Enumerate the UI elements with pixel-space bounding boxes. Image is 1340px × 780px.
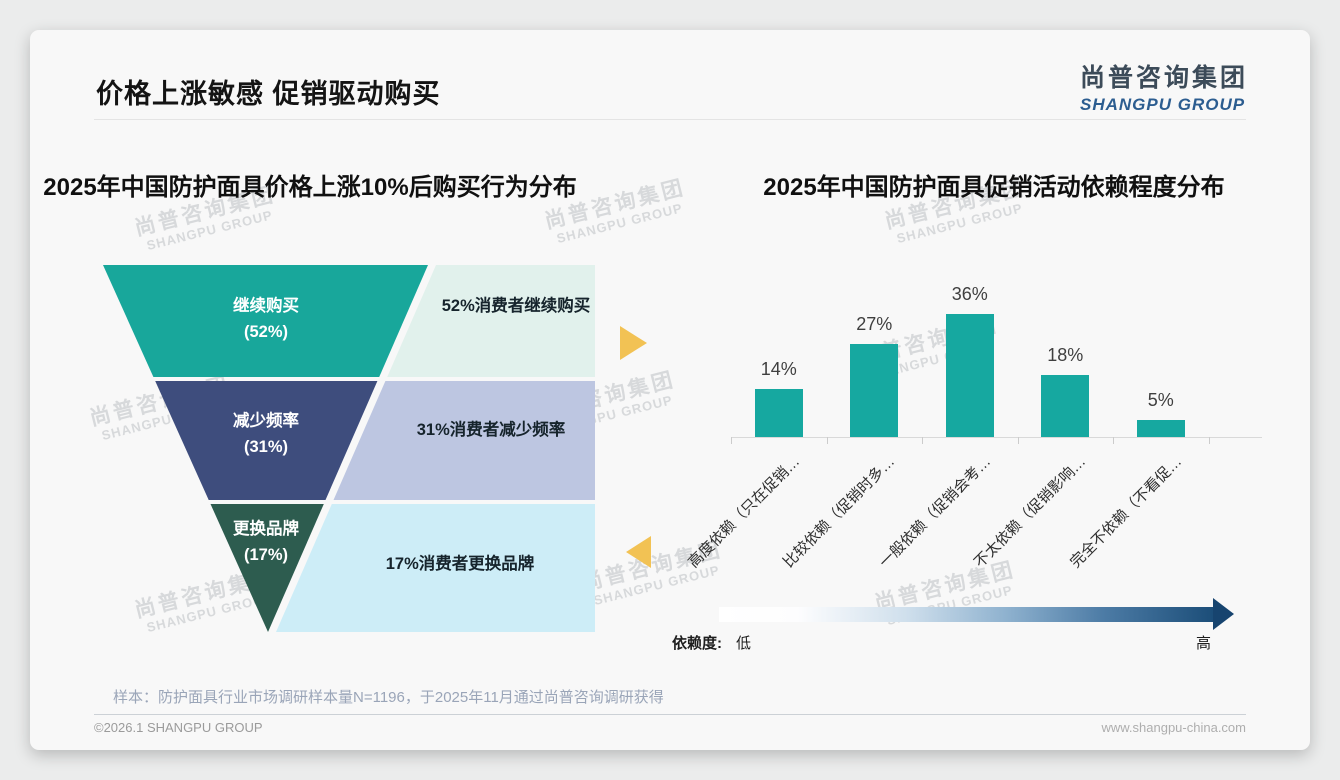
bar-value-label: 14% xyxy=(760,359,797,379)
slide: 尚普咨询集团 SHANGPU GROUP 尚普咨询集团 SHANGPU GROUP … xyxy=(30,30,1310,750)
funnel-stage-2-label: 减少频率 (31%) xyxy=(233,412,299,456)
dependency-legend-label: 依赖度: xyxy=(672,635,722,652)
company-logo: 尚普咨询集团 SHANGPU GROUP xyxy=(1080,58,1248,115)
bar xyxy=(850,344,899,437)
funnel-stage-3-label: 更换品牌 (17%) xyxy=(233,520,299,564)
footer-website: www.shangpu-china.com xyxy=(1101,720,1246,735)
bar-value-label: 5% xyxy=(1147,390,1174,410)
funnel-annotation-1-text: 52%消费者继续购买 xyxy=(441,297,591,315)
funnel-chart: 继续购买 (52%) 减少频率 (31%) 更换品牌 (17%) 52%消费者继续购买… xyxy=(100,262,600,634)
bar xyxy=(1136,420,1185,437)
axis-tick xyxy=(1208,437,1210,444)
funnel-annotation-2-text: 31%消费者减少频率 xyxy=(416,421,566,439)
axis-tick xyxy=(731,437,732,444)
funnel-annotation-3-text: 17%消费者更换品牌 xyxy=(385,555,535,573)
x-axis-label: 一般依赖（促销会考… xyxy=(875,453,994,572)
funnel-stage-3-shape xyxy=(210,504,324,632)
bar-chart: 14% 高度依赖（只在促销… 27% 比较依赖（促销时多… 36% 一般依赖（促销会考… 1… xyxy=(30,30,1310,750)
page-title: 价格上涨敏感 促销驱动购买 xyxy=(96,79,441,109)
funnel-stage-1-label: 继续购买 (52%) xyxy=(233,297,299,341)
axis-tick xyxy=(1017,437,1019,444)
bar-chart-title: 2025年中国防护面具促销活动依赖程度分布 xyxy=(763,174,1225,201)
dependency-gradient-bar xyxy=(719,607,1213,622)
bar-value-label: 18% xyxy=(1047,345,1084,365)
header-divider xyxy=(94,119,1246,120)
dependency-gradient-arrowhead-icon xyxy=(1213,598,1234,630)
bar xyxy=(1041,375,1090,437)
funnel-shapes xyxy=(103,265,595,632)
dependency-legend-low: 低 xyxy=(736,635,752,652)
arrow-right-icon xyxy=(620,326,647,360)
funnel-stage-2-shape xyxy=(155,381,378,500)
funnel-stage-1-shape xyxy=(103,265,428,377)
axis-tick xyxy=(922,437,923,444)
funnel-annotation-3-box xyxy=(276,504,595,632)
funnel-chart-title: 2025年中国防护面具价格上涨10%后购买行为分布 xyxy=(43,174,577,201)
axis-tick xyxy=(826,437,828,444)
footer-copyright: ©2026.1 SHANGPU GROUP xyxy=(94,720,263,735)
bar xyxy=(754,389,803,437)
x-axis-line xyxy=(731,437,1262,438)
funnel-annotation-2-box xyxy=(333,381,595,500)
footer-divider xyxy=(94,714,1246,715)
logo-chinese-text: 尚普咨询集团 xyxy=(1079,64,1248,92)
dependency-legend-high: 高 xyxy=(1196,635,1212,652)
bar-value-label: 36% xyxy=(951,284,988,304)
arrow-left-icon xyxy=(626,536,651,568)
sample-footnote: 样本：防护面具行业市场调研样本量N=1196，于2025年11月通过尚普咨询调研… xyxy=(113,689,664,706)
bar-value-label: 27% xyxy=(856,314,893,334)
x-axis-label: 比较依赖（促销时多… xyxy=(780,453,899,572)
bar xyxy=(945,314,994,437)
funnel-annotation-1-box xyxy=(387,265,595,377)
x-axis-label: 高度依赖（只在促销… xyxy=(684,453,803,572)
x-axis-label: 不太依赖（促销影响… xyxy=(971,453,1090,572)
logo-english-text: SHANGPU GROUP xyxy=(1079,95,1246,114)
x-axis-label: 完全不依赖（不看促… xyxy=(1066,453,1185,572)
axis-tick xyxy=(1113,437,1114,444)
